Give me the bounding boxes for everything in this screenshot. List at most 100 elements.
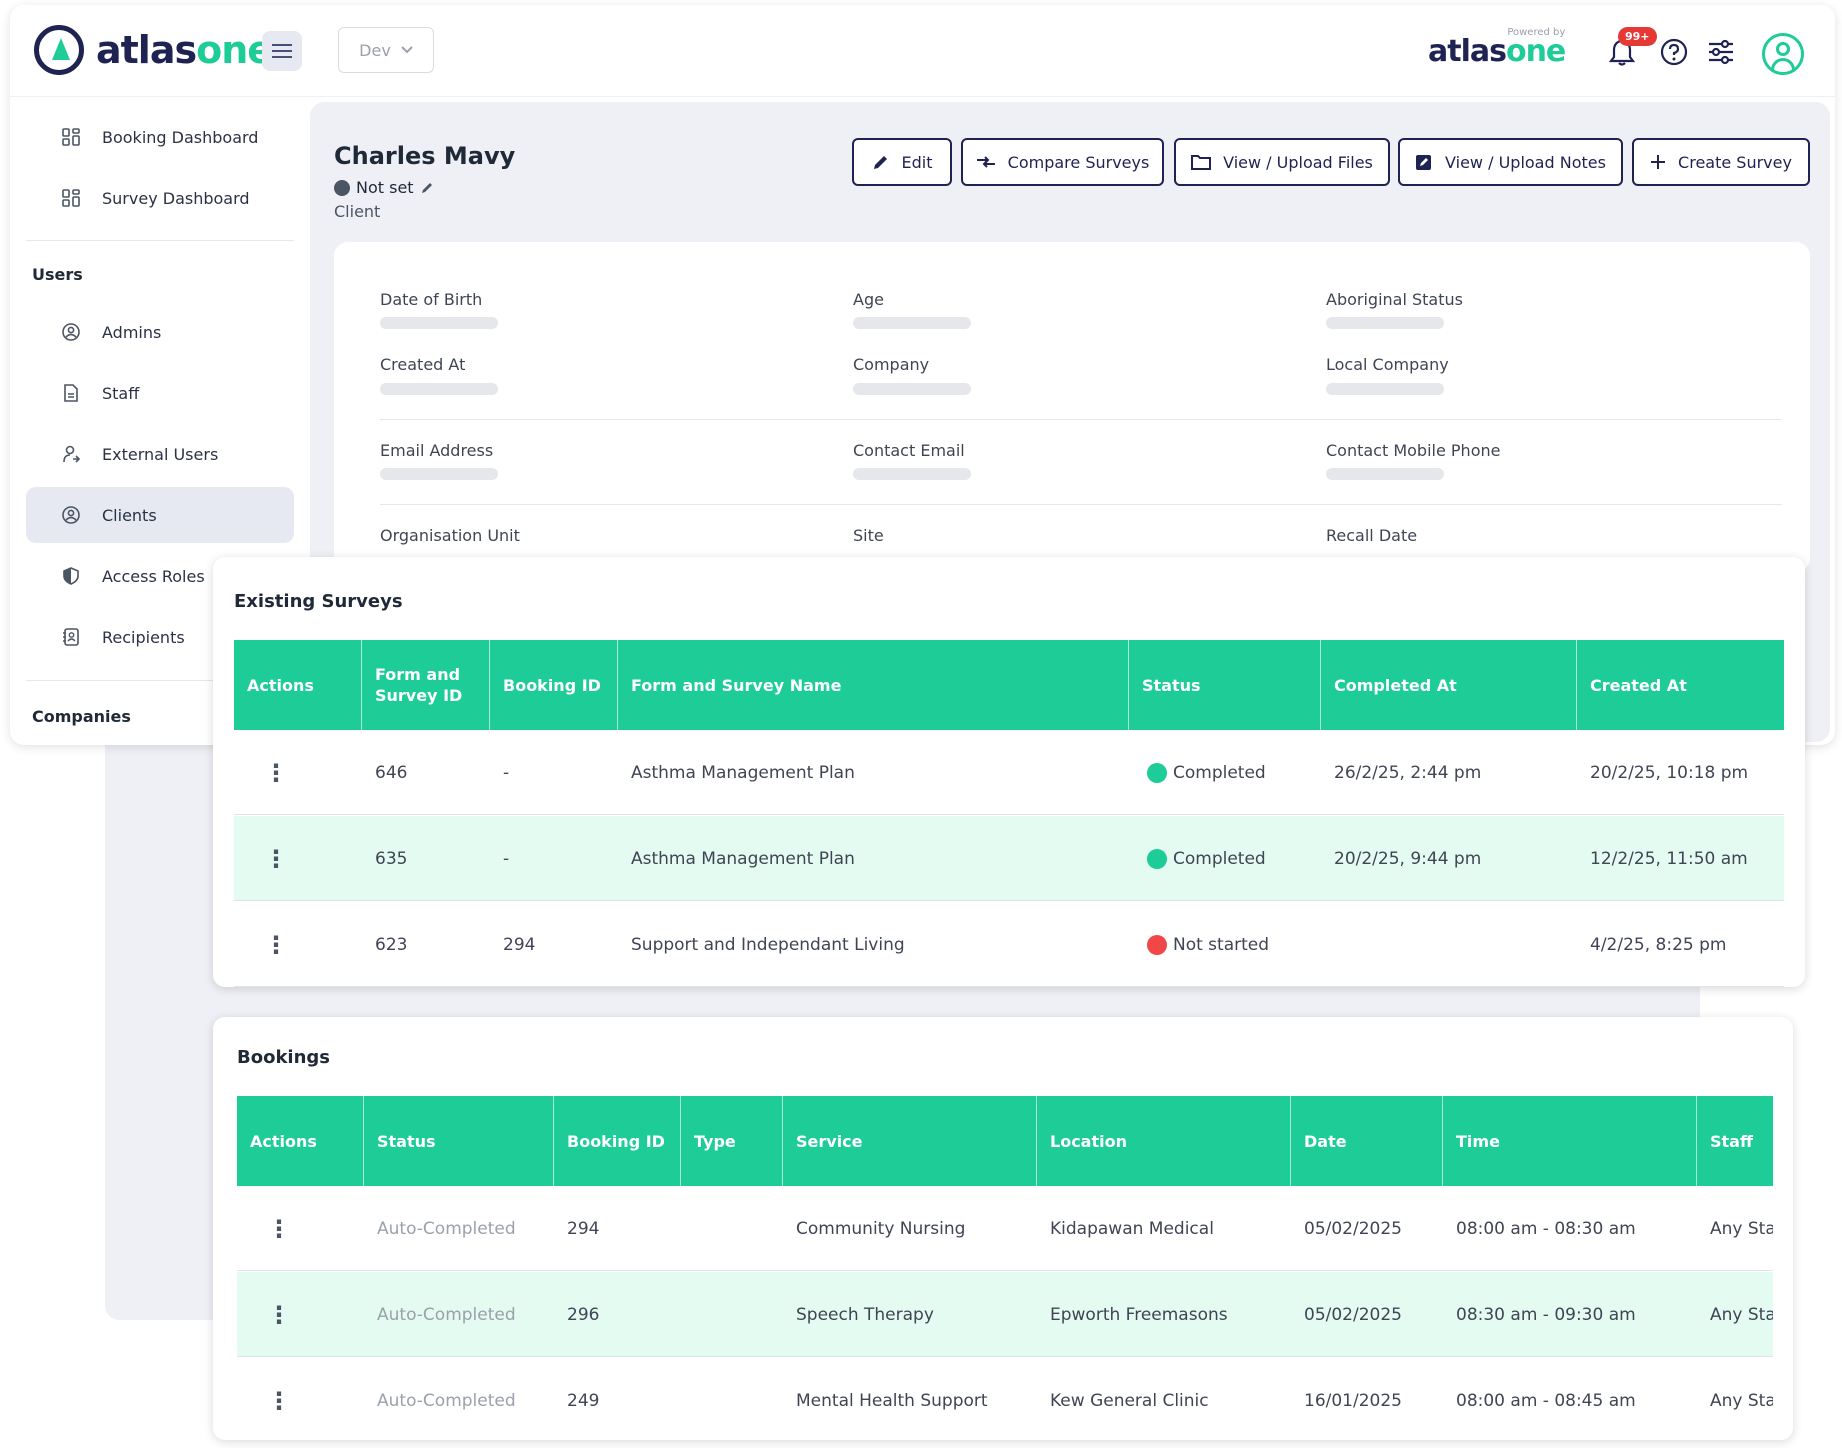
- plus-icon: [1651, 155, 1666, 169]
- column-header[interactable]: Service: [783, 1096, 1037, 1186]
- client-status-label: Not set: [356, 178, 414, 197]
- column-header[interactable]: Created At: [1590, 675, 1687, 695]
- booking-status: Auto-Completed: [377, 1390, 516, 1411]
- field-label-company: Company: [853, 355, 930, 374]
- column-header[interactable]: Booking ID: [554, 1096, 681, 1186]
- column-header[interactable]: Date: [1291, 1096, 1443, 1186]
- created-at: 20/2/25, 10:18 pm: [1590, 762, 1749, 783]
- booking-status: Auto-Completed: [377, 1218, 516, 1239]
- view-upload-notes-button[interactable]: View / Upload Notes: [1398, 138, 1623, 186]
- column-header[interactable]: Actions: [234, 640, 362, 730]
- row-actions-kebab-icon[interactable]: ⋮: [267, 1214, 291, 1243]
- field-label-contact-email: Contact Email: [853, 441, 965, 460]
- grid-icon: [62, 189, 80, 207]
- booking-time: 08:30 am - 09:30 am: [1456, 1304, 1636, 1325]
- status-dot: [1147, 762, 1167, 783]
- field-label-date-of-birth: Date of Birth: [380, 290, 483, 309]
- client-status[interactable]: Not set: [334, 178, 434, 197]
- menu-icon: [272, 44, 292, 58]
- client-role: Client: [334, 202, 381, 221]
- atlasone-logo[interactable]: atlasone: [34, 25, 273, 75]
- sidebar-item-external-users[interactable]: External Users: [26, 426, 294, 482]
- sidebar-item-booking-dashboard[interactable]: Booking Dashboard: [26, 109, 294, 165]
- field-label-organisation-unit: Organisation Unit: [380, 526, 520, 545]
- table-row[interactable]: ⋮ 635 - Asthma Management Plan Completed…: [234, 816, 1784, 901]
- existing-surveys-table: Actions Form and Survey ID Booking ID Fo…: [234, 640, 1784, 987]
- booking-service: Mental Health Support: [796, 1390, 988, 1411]
- top-bar: atlasone Dev Powered by atlasone 99+: [10, 5, 1835, 97]
- field-label-aboriginal-status: Aboriginal Status: [1326, 290, 1463, 309]
- status-cell: Completed: [1129, 816, 1321, 901]
- booking-date: 05/02/2025: [1304, 1304, 1402, 1325]
- sidebar-item-recipients[interactable]: Recipients: [26, 609, 294, 665]
- sidebar-item-admins[interactable]: Admins: [26, 304, 294, 360]
- field-label-recall-date: Recall Date: [1326, 526, 1418, 545]
- details-divider: [380, 419, 1782, 420]
- field-value-placeholder: [853, 383, 971, 395]
- powered-by-logo: Powered by atlasone: [1428, 27, 1566, 69]
- column-header[interactable]: Type: [681, 1096, 783, 1186]
- sidebar-item-access-roles[interactable]: Access Roles: [26, 548, 294, 604]
- sidebar-item-staff[interactable]: Staff: [26, 365, 294, 421]
- sidebar-item-clients[interactable]: Clients: [26, 487, 294, 543]
- booking-time: 08:00 am - 08:30 am: [1456, 1218, 1636, 1239]
- edit-button[interactable]: Edit: [852, 138, 952, 186]
- booking-id: -: [503, 848, 510, 869]
- column-header[interactable]: Completed At: [1321, 640, 1577, 730]
- sidebar-item-label: Staff: [102, 383, 140, 403]
- column-header[interactable]: Location: [1037, 1096, 1291, 1186]
- environment-select[interactable]: Dev: [338, 27, 434, 73]
- status-cell: Not started: [1129, 902, 1321, 987]
- field-value-placeholder: [853, 317, 971, 329]
- create-survey-button[interactable]: Create Survey: [1632, 138, 1810, 186]
- column-header[interactable]: Booking ID: [490, 640, 618, 730]
- sidebar-section-companies[interactable]: Companies: [32, 707, 131, 726]
- table-row[interactable]: ⋮ 646 - Asthma Management Plan Completed…: [234, 730, 1784, 815]
- user-avatar-icon[interactable]: [1762, 33, 1804, 75]
- status-dot: [1147, 934, 1167, 955]
- booking-date: 05/02/2025: [1304, 1218, 1402, 1239]
- booking-id: -: [503, 762, 510, 783]
- row-actions-kebab-icon[interactable]: ⋮: [264, 930, 288, 959]
- view-upload-files-button[interactable]: View / Upload Files: [1174, 138, 1390, 186]
- sidebar-item-survey-dashboard[interactable]: Survey Dashboard: [26, 170, 294, 226]
- contact-book-icon: [62, 628, 80, 646]
- field-value-placeholder: [380, 468, 498, 480]
- row-actions-kebab-icon[interactable]: ⋮: [264, 758, 288, 787]
- booking-id: 296: [567, 1304, 600, 1325]
- booking-location: Epworth Freemasons: [1050, 1304, 1228, 1325]
- table-row[interactable]: ⋮ Auto-Completed 249 Mental Health Suppo…: [237, 1358, 1773, 1440]
- completed-at: [1321, 902, 1577, 987]
- pencil-icon[interactable]: [420, 181, 434, 195]
- help-button[interactable]: [1657, 35, 1691, 69]
- row-actions-kebab-icon[interactable]: ⋮: [267, 1300, 291, 1329]
- booking-service: Speech Therapy: [796, 1304, 934, 1325]
- row-actions-kebab-icon[interactable]: ⋮: [267, 1386, 291, 1415]
- compare-surveys-button[interactable]: Compare Surveys: [961, 138, 1164, 186]
- table-row[interactable]: ⋮ 623 294 Support and Independant Living…: [234, 902, 1784, 987]
- user-circle-icon: [62, 506, 80, 524]
- column-header[interactable]: Form and Survey ID: [362, 640, 490, 730]
- row-actions-kebab-icon[interactable]: ⋮: [264, 844, 288, 873]
- table-row[interactable]: ⋮ Auto-Completed 296 Speech Therapy Epwo…: [237, 1272, 1773, 1357]
- sidebar-item-label: Access Roles: [102, 566, 205, 586]
- sidebar-item-label: Survey Dashboard: [102, 188, 250, 208]
- booking-staff: Any Sta: [1710, 1390, 1773, 1411]
- survey-name: Asthma Management Plan: [631, 848, 855, 869]
- settings-button[interactable]: [1704, 35, 1738, 69]
- column-header[interactable]: Status: [364, 1096, 554, 1186]
- booking-id: 294: [503, 934, 536, 955]
- bookings-title: Bookings: [237, 1047, 331, 1068]
- column-header[interactable]: Status: [1129, 640, 1321, 730]
- column-header[interactable]: Time: [1443, 1096, 1697, 1186]
- column-header[interactable]: Actions: [237, 1096, 364, 1186]
- menu-toggle-button[interactable]: [262, 31, 302, 71]
- table-row[interactable]: ⋮ Auto-Completed 294 Community Nursing K…: [237, 1186, 1773, 1271]
- sidebar-divider: [26, 240, 294, 241]
- column-header[interactable]: Staff: [1710, 1131, 1753, 1151]
- booking-staff: Any Sta: [1710, 1304, 1773, 1325]
- field-label-local-company: Local Company: [1326, 355, 1449, 374]
- booking-date: 16/01/2025: [1304, 1390, 1402, 1411]
- compare-arrows-icon: [976, 156, 995, 168]
- column-header[interactable]: Form and Survey Name: [618, 640, 1129, 730]
